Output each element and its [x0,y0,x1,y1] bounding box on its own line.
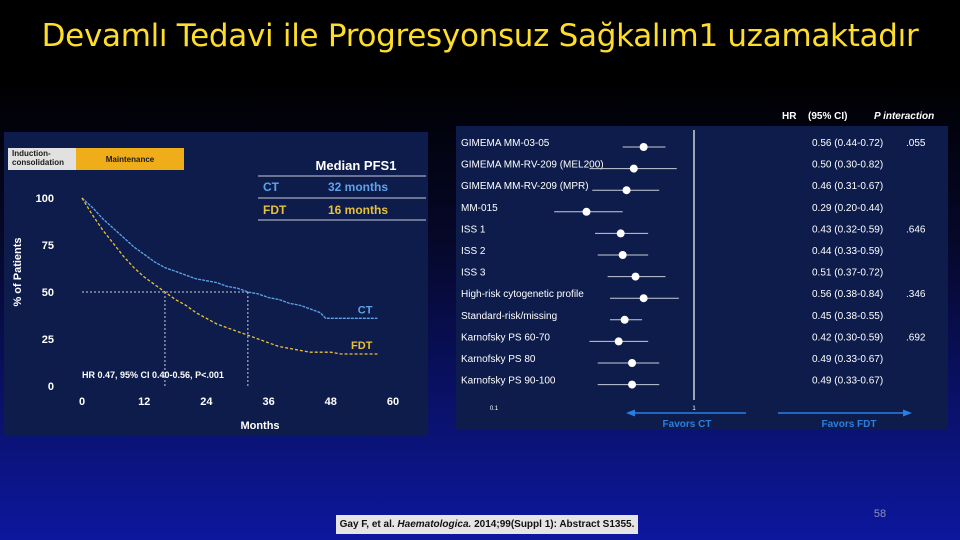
forest-row-p-value: .055 [906,138,926,149]
forest-row: MM-015 0.29 (0.20-0.44) [461,203,883,216]
median-table-header: Median PFS1 [316,158,397,173]
forest-plot-panel: HR (95% CI) P interaction GIMEMA MM-03-05 0… [456,111,948,430]
forest-x-tick-label: 1 [692,406,696,412]
forest-row-label: ISS 3 [461,268,486,279]
km-x-tick-label: 12 [138,396,150,408]
forest-row: Standard-risk/missing 0.45 (0.38-0.55) [461,311,883,324]
km-x-tick-label: 24 [200,396,213,408]
km-x-axis-label: Months [240,420,279,432]
forest-x-tick-label: 0.1 [490,406,499,412]
km-chart: Induction-consolidation Maintenance Medi… [8,148,426,432]
forest-row: Karnofsky PS 90-100 0.49 (0.33-0.67) [461,376,883,389]
forest-row-point [614,337,623,346]
forest-row-label: Karnofsky PS 60-70 [461,332,550,343]
forest-row: GIMEMA MM-RV-209 (MEL200) 0.50 (0.30-0.82… [461,160,883,173]
favors-right-arrowhead [903,409,912,417]
km-y-tick-label: 75 [42,240,54,252]
forest-row: ISS 3 0.51 (0.37-0.72) [461,268,883,281]
favors-left-arrowhead [626,409,635,417]
favors-fdt-label: Favors FDT [821,419,876,430]
citation-journal: Haematologica. [397,519,472,530]
forest-row-point [620,315,629,324]
forest-row: GIMEMA MM-RV-209 (MPR) 0.46 (0.31-0.67) [461,181,883,195]
forest-row-label: ISS 2 [461,246,486,257]
forest-row-point [622,186,631,195]
forest-row-hr-ci: 0.44 (0.33-0.59) [812,246,883,257]
forest-row-hr-ci: 0.49 (0.33-0.67) [812,376,883,387]
forest-row: ISS 1 0.43 (0.32-0.59) .646 [461,224,926,238]
forest-row-hr-ci: 0.50 (0.30-0.82) [812,160,883,171]
km-y-axis-label: % of Patients [12,237,24,306]
forest-row-point [639,294,648,303]
km-y-tick-label: 100 [36,193,54,205]
km-series-fdt-label: FDT [351,340,373,352]
forest-row: Karnofsky PS 80 0.49 (0.33-0.67) [461,354,883,367]
forest-row: Karnofsky PS 60-70 0.42 (0.30-0.59) .692 [461,332,926,346]
median-table-row-ct-value: 32 months [328,180,388,194]
forest-row-hr-ci: 0.29 (0.20-0.44) [812,203,883,214]
forest-header-hr: HR [782,111,797,122]
km-y-tick-label: 50 [42,287,54,299]
forest-row: High-risk cytogenetic profile 0.56 (0.38-… [461,289,926,303]
km-y-tick-label: 0 [48,381,54,393]
median-table-row-ct-arm: CT [263,180,280,194]
km-x-tick-label: 48 [325,396,337,408]
forest-row-label: GIMEMA MM-03-05 [461,138,550,149]
forest-header-ci: (95% CI) [808,111,847,122]
forest-row: GIMEMA MM-03-05 0.56 (0.44-0.72) .055 [461,138,926,151]
forest-plot: HR (95% CI) P interaction GIMEMA MM-03-05 0… [461,111,934,430]
forest-row-label: MM-015 [461,203,498,214]
forest-row-label: High-risk cytogenetic profile [461,289,584,300]
phase-maintenance-box [76,148,184,170]
forest-row-hr-ci: 0.56 (0.44-0.72) [812,138,883,149]
forest-row-point [582,207,591,216]
favors-ct-label: Favors CT [663,419,712,430]
slide-title: Devamlı Tedavi ile Progresyonsuz Sağkalı… [41,18,919,54]
forest-row-hr-ci: 0.43 (0.32-0.59) [812,224,883,235]
forest-row-point [618,251,627,259]
forest-row-point [628,380,637,389]
forest-row-hr-ci: 0.51 (0.37-0.72) [812,268,883,279]
forest-row-label: GIMEMA MM-RV-209 (MEL200) [461,160,604,171]
phase-maintenance-label: Maintenance [106,155,155,164]
km-series-ct-label: CT [358,304,373,316]
forest-row-point [628,359,637,367]
km-x-tick-label: 0 [79,396,85,408]
forest-row-label: Karnofsky PS 90-100 [461,376,556,387]
forest-row-point [629,164,638,173]
forest-row-label: Karnofsky PS 80 [461,354,536,365]
forest-row-p-value: .346 [906,289,926,300]
citation-authors: Gay F, et al. [339,519,395,530]
km-x-tick-label: 60 [387,396,399,408]
forest-row-hr-ci: 0.46 (0.31-0.67) [812,181,883,192]
forest-row-hr-ci: 0.56 (0.38-0.84) [812,289,883,300]
km-y-tick-label: 25 [42,334,54,346]
km-x-tick-label: 36 [262,396,274,408]
km-series-fdt-line [81,197,378,355]
forest-row-p-value: .692 [906,332,926,343]
median-table-row-fdt-value: 16 months [328,203,388,217]
forest-row-point [639,143,648,151]
phase-induction-label: Induction-consolidation [12,149,64,167]
forest-row-hr-ci: 0.49 (0.33-0.67) [812,354,883,365]
citation-details: 2014;99(Suppl 1): Abstract S1355. [474,519,635,530]
forest-row-label: GIMEMA MM-RV-209 (MPR) [461,181,589,192]
forest-row-label: ISS 1 [461,224,486,235]
forest-row-hr-ci: 0.42 (0.30-0.59) [812,332,883,343]
km-chart-panel: Induction-consolidation Maintenance Medi… [4,132,428,436]
forest-row-label: Standard-risk/missing [461,311,557,322]
citation: Gay F, et al. Haematologica. 2014;99(Sup… [336,515,638,534]
forest-header-p: P interaction [874,111,934,122]
forest-row: ISS 2 0.44 (0.33-0.59) [461,246,883,259]
page-number: 58 [873,508,887,520]
phase-induction-box [8,148,76,170]
forest-row-point [631,272,640,281]
km-series-ct-line [81,197,378,319]
km-hr-annotation: HR 0.47, 95% CI 0.40-0.56, P<.001 [82,370,224,380]
median-table-row-fdt-arm: FDT [263,203,287,217]
forest-row-hr-ci: 0.45 (0.38-0.55) [812,311,883,322]
forest-row-point [616,229,625,238]
forest-row-p-value: .646 [906,224,926,235]
